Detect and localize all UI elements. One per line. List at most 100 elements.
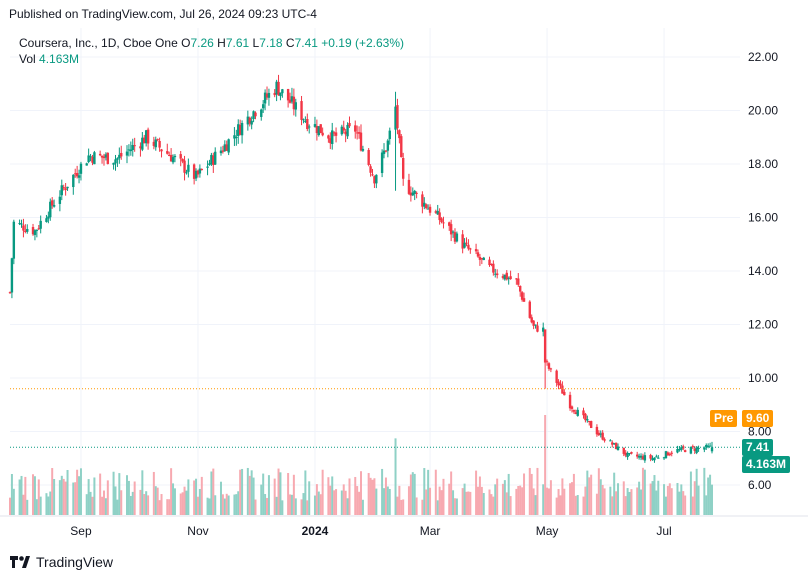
candle-body [693, 448, 696, 451]
candle-body [192, 164, 196, 179]
volume-bar [152, 471, 155, 515]
candle-body [409, 192, 413, 196]
volume-bar [49, 491, 52, 515]
volume-bar [66, 469, 69, 515]
candle-body [705, 444, 708, 448]
candle-body [588, 420, 591, 423]
candle-body [166, 151, 169, 154]
tradingview-logo[interactable]: TradingView [10, 554, 113, 570]
volume-bar [72, 482, 75, 515]
candle-body [131, 144, 134, 150]
candle-body [87, 155, 90, 162]
chart-area[interactable]: 6.00 8.00 10.00 12.00 14.00 16.00 18.00 20.00 22… [0, 28, 808, 543]
candle-body [238, 124, 242, 135]
volume-bar [388, 488, 391, 515]
volume-bar [233, 494, 236, 515]
candle-body [321, 132, 324, 136]
volume-bar [262, 473, 265, 515]
volume-bar [154, 486, 157, 515]
low-value: 7.18 [259, 36, 283, 50]
volume-bar [302, 493, 305, 515]
volume-bar [39, 496, 42, 515]
candle-body [187, 164, 190, 172]
candle-body [120, 152, 123, 157]
candle-body [281, 89, 284, 94]
volume-bar [79, 468, 82, 515]
volume-bar [651, 481, 654, 515]
volume-bar [534, 495, 537, 515]
candle-body [695, 447, 698, 453]
volume-bar [572, 473, 575, 515]
candle-body [465, 242, 468, 244]
volume-bar [340, 490, 343, 515]
volume-bar [99, 473, 102, 515]
candle-body [8, 292, 12, 294]
candle-body [79, 163, 83, 174]
candle-body [237, 124, 240, 137]
candle-body [98, 153, 102, 156]
volume-bar [398, 485, 401, 515]
volume-bar [482, 493, 485, 515]
symbol-label: Coursera, Inc., 1D, Cboe One [19, 36, 178, 50]
volume-bar [196, 496, 199, 515]
volume-bar [563, 488, 566, 515]
volume-bar [544, 415, 547, 515]
volume-bar [703, 467, 706, 515]
candle-body [279, 92, 282, 97]
volume-bar [47, 496, 50, 515]
candle-body [574, 412, 578, 415]
candle-body [250, 120, 253, 125]
candle-body [235, 137, 238, 139]
candle-body [495, 273, 499, 276]
candle-body [261, 104, 265, 109]
volume-bar [112, 471, 115, 515]
volume-bar [711, 484, 713, 515]
volume-bar [582, 496, 585, 515]
volume-bar [267, 475, 270, 515]
candlestick-chart[interactable]: 6.00 8.00 10.00 12.00 14.00 16.00 18.00 20.00 22… [0, 28, 808, 543]
candle-body [415, 192, 418, 194]
volume-bar [603, 488, 606, 515]
volume-bar [93, 477, 96, 515]
volume-bar [505, 492, 508, 515]
candle-body [260, 109, 263, 117]
volume-bar [20, 475, 23, 515]
volume-bar [480, 486, 483, 515]
candle-body [542, 327, 545, 332]
volume-label: Vol [19, 52, 36, 66]
candle-body [428, 206, 432, 213]
volume-bar [678, 491, 681, 515]
candle-body [277, 81, 280, 96]
top-bar: Published on TradingView.com, Jul 26, 20… [0, 0, 808, 28]
volume-bar [641, 467, 644, 515]
volume-bar [116, 499, 119, 515]
candle-body [171, 157, 175, 163]
candle-body [680, 447, 683, 450]
volume-bar [691, 496, 694, 515]
candle-body [635, 454, 639, 457]
volume-bar [18, 479, 21, 515]
candle-body [515, 278, 518, 280]
volume-bar [469, 491, 472, 515]
volume-bar [279, 472, 282, 515]
candle-body [421, 194, 424, 207]
volume-bar [74, 482, 77, 515]
close-value: 7.41 [294, 36, 318, 50]
volume-bar [133, 481, 136, 515]
candle-body [576, 409, 579, 416]
candle-body [474, 249, 478, 252]
candle-body [50, 200, 54, 206]
candle-body [509, 276, 512, 280]
volume-bar [427, 469, 430, 515]
candle-body [532, 320, 535, 326]
candle-body [167, 154, 171, 156]
candle-body [39, 220, 42, 229]
volume-bar [705, 495, 708, 515]
volume-bar [360, 471, 362, 515]
candle-body [357, 132, 361, 134]
volume-bar [517, 485, 520, 515]
volume-bar [195, 478, 198, 515]
candle-body [603, 439, 606, 441]
candle-body [200, 169, 204, 171]
candle-body [651, 458, 654, 461]
